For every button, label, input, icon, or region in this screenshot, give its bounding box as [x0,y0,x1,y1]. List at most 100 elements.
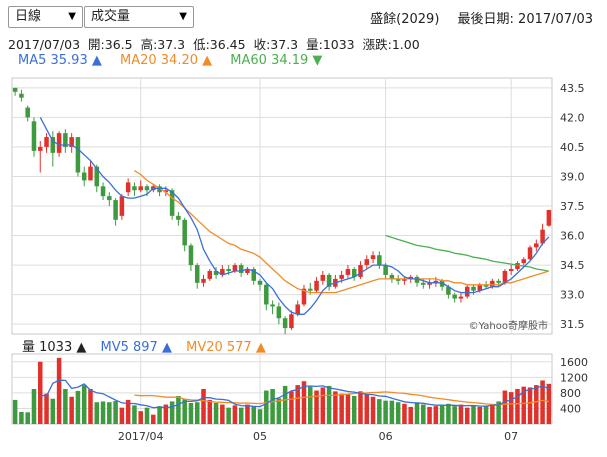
volume-bar [370,396,376,424]
volume-bar [169,401,175,424]
candle-body [264,284,269,305]
candle-body [107,196,112,201]
candle-body [534,243,539,248]
volume-bar [182,399,187,424]
candle-body [301,288,307,305]
candle-body [307,288,313,291]
candle-body [138,186,143,191]
volume-tick-label: 1600 [560,356,588,369]
volume-bar [282,385,288,424]
volume-bar [107,402,112,424]
volume-bar [458,404,464,424]
candle-body [182,219,187,246]
volume-bar [446,403,451,424]
candle-body [19,93,24,98]
candle-body [226,269,231,271]
candle-body [295,304,300,315]
price-tick-label: 34.5 [560,259,585,272]
volume-bar [232,405,238,424]
volume-bar [245,404,250,424]
volume-bar [421,404,426,424]
candle-body [207,270,213,279]
volume-bar [540,380,545,424]
volume-bar [12,399,18,424]
volume-bar [439,405,445,424]
candle-body [163,190,169,193]
ma5-line [39,117,550,315]
volume-bar [364,394,370,424]
candle-body [540,229,545,244]
candle-body [515,263,520,270]
indicator-select-value: 成交量 [91,9,131,24]
volume-bar [471,405,476,424]
volume-bar [25,412,30,424]
legend-volume: 量 1033 ▲ [22,340,87,355]
candle-body [389,274,395,279]
volume-bar [19,411,24,424]
volume-bar [75,390,81,424]
volume-bar [151,414,156,424]
candle-body [56,133,62,153]
volume-tick-label: 800 [560,387,581,400]
mv5-line [40,379,550,409]
candle-body [408,276,413,279]
candle-body [383,265,388,275]
volume-bar [515,389,520,424]
stock-name: 盛餘(2029) [370,12,440,27]
price-tick-label: 37.5 [560,200,585,213]
volume-bar [408,406,413,424]
volume-bar [213,403,219,424]
candle-body [132,186,137,191]
candle-body [320,274,326,281]
candle-body [458,296,464,299]
volume-bar [194,402,200,424]
volume-bar [264,390,269,424]
mv20-line [134,391,550,406]
volume-bar [414,402,420,424]
volume-bar [402,403,407,424]
candle-body [471,286,476,291]
chevron-down-icon: ▼ [68,11,76,22]
volume-bar [326,385,332,424]
candle-body [377,255,382,266]
volume-bar [389,400,395,424]
volume-bar [37,361,43,424]
volume-bar [490,404,495,424]
indicator-select[interactable]: 成交量 ▼ [84,6,194,28]
price-tick-label: 42.0 [560,111,585,124]
volume-bar [314,390,319,424]
volume-bar [289,391,294,424]
volume-bar [56,357,62,424]
stock-header: 盛餘(2029) 最後日期: 2017/07/03 [356,8,593,27]
volume-bar [333,391,338,424]
candle-body [508,269,514,271]
candle-body [502,270,508,283]
candle-body [144,186,150,191]
candle-body [100,186,106,197]
candle-body [364,259,370,266]
volume-bar [383,400,388,424]
volume-bar [132,405,137,424]
candle-body [251,269,257,281]
volume-tick-label: 400 [560,402,581,415]
candle-body [314,280,319,291]
candle-body [213,270,219,275]
volume-bar [81,385,87,424]
candle-body [490,280,495,287]
last-date: 最後日期: 2017/07/03 [457,12,593,27]
candle-body [276,306,282,319]
candle-body [414,276,420,283]
volume-panel-frame [11,353,553,425]
volume-bar [483,406,489,424]
candle-body [257,280,263,285]
volume-bar [257,409,263,424]
candle-body [289,314,294,329]
volume-bar [345,394,351,424]
candle-body [483,284,489,287]
candle-body [220,269,225,275]
candle-body [94,166,100,187]
period-select[interactable]: 日線 ▼ [8,6,83,28]
candle-body [402,278,407,281]
legend-ma20: MA20 34.20 ▲ [120,53,213,68]
